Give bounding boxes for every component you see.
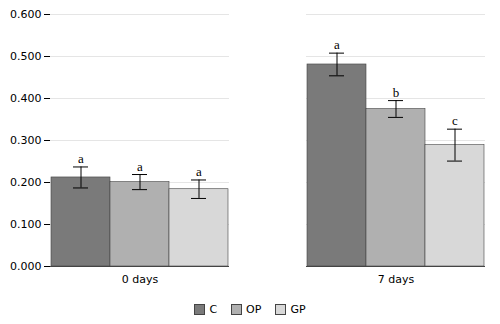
svg-text:0.600: 0.600 bbox=[10, 8, 42, 21]
svg-text:7 days: 7 days bbox=[378, 273, 415, 286]
html-text:C: C bbox=[209, 302, 218, 316]
html-text:OP: OP bbox=[246, 302, 262, 316]
svg-text:0 days: 0 days bbox=[122, 273, 159, 286]
svg-text:c: c bbox=[452, 113, 458, 128]
svg-text:0.100: 0.100 bbox=[10, 218, 42, 231]
svg-text:0.400: 0.400 bbox=[10, 92, 42, 105]
svg-text:0.500: 0.500 bbox=[10, 50, 42, 63]
svg-text:a: a bbox=[78, 151, 84, 166]
svg-text:0.300: 0.300 bbox=[10, 134, 42, 147]
html-text:GP: GP bbox=[290, 302, 306, 316]
svg-text:0.000: 0.000 bbox=[10, 260, 42, 273]
svg-text:a: a bbox=[196, 164, 202, 179]
svg-text:a: a bbox=[334, 37, 340, 52]
svg-text:b: b bbox=[393, 85, 400, 100]
svg-text:0.200: 0.200 bbox=[10, 176, 42, 189]
svg-text:a: a bbox=[137, 159, 143, 174]
